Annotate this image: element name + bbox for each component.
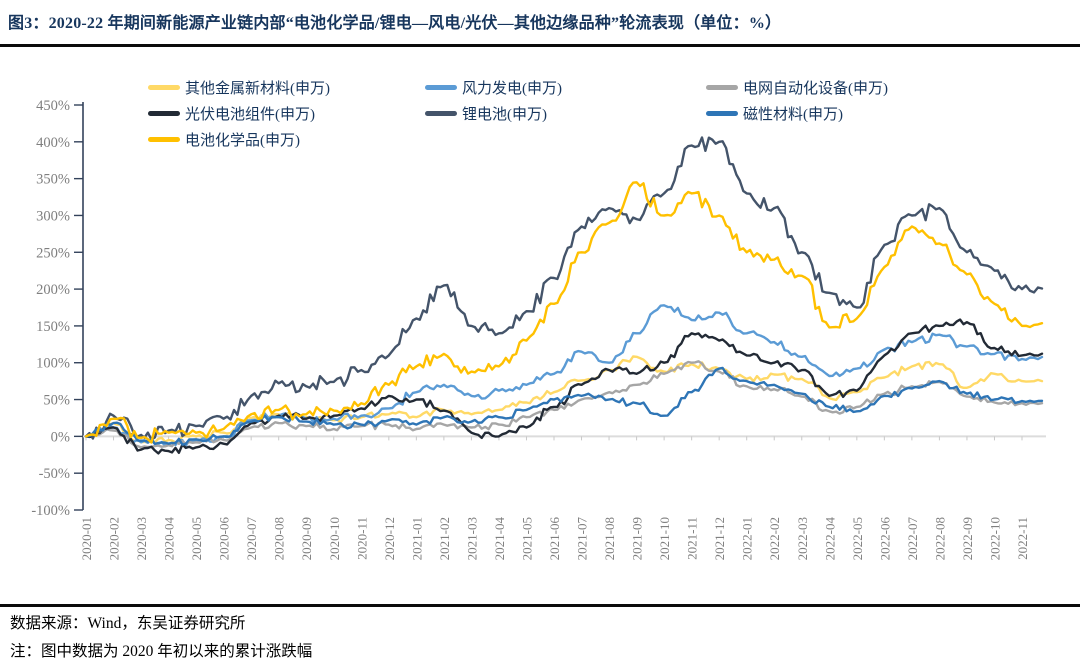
data-source: 数据来源：Wind，东吴证券研究所 xyxy=(10,615,246,632)
legend-item-magnetic-materials: 磁性材料(申万) xyxy=(706,102,1006,125)
x-tick-label: 2020-11 xyxy=(354,517,369,560)
figure-title: 图3：2020-22 年期间新能源产业链内部“电池化学品/锂电—风电/光伏—其他… xyxy=(8,15,782,32)
series-line-magnetic-materials xyxy=(84,366,1044,446)
x-tick-label: 2021-04 xyxy=(492,517,507,561)
series-line-lithium-battery xyxy=(84,136,1044,441)
x-tick-label: 2020-01 xyxy=(79,517,94,560)
legend-label: 电池化学品(申万) xyxy=(185,133,300,149)
legend-item-wind-power: 风力发电(申万) xyxy=(425,76,706,99)
x-tick-label: 2022-03 xyxy=(795,517,810,560)
legend-swatch xyxy=(706,111,738,116)
series-line-pv-cell-module xyxy=(84,318,1044,455)
chart-area: 450% 400% 350% 300% 250% 200% 150% 100% 50% 0% -50… xyxy=(0,50,1080,604)
x-tick-label: 2020-02 xyxy=(107,517,122,560)
y-tick-label: 250% xyxy=(36,245,70,261)
series-line-battery-chemicals xyxy=(84,181,1044,444)
x-tick-label: 2021-09 xyxy=(630,517,645,560)
x-tick-label: 2022-06 xyxy=(877,517,892,561)
x-tick-label: 2021-08 xyxy=(602,517,617,560)
y-tick-label: 300% xyxy=(36,208,70,224)
legend-swatch xyxy=(148,111,180,116)
y-tick-label: 450% xyxy=(36,98,70,114)
legend-swatch xyxy=(425,85,457,90)
legend-swatch xyxy=(148,85,180,90)
x-tick-label: 2021-02 xyxy=(437,517,452,560)
title-divider xyxy=(0,44,1080,47)
y-tick-label: -50% xyxy=(39,466,70,482)
x-tick-label: 2021-12 xyxy=(712,517,727,560)
x-tick-label: 2020-07 xyxy=(244,517,259,561)
series-lines xyxy=(84,136,1044,455)
legend-label: 锂电池(申万) xyxy=(462,107,547,123)
x-tick-label: 2022-04 xyxy=(822,517,837,561)
x-tick-label: 2020-09 xyxy=(299,517,314,560)
y-tick-label: 400% xyxy=(36,135,70,151)
x-tick-label: 2020-03 xyxy=(134,517,149,560)
x-tick-label: 2020-05 xyxy=(189,517,204,560)
x-tick-label: 2020-04 xyxy=(162,517,177,561)
legend-item-other-metal-new-materials: 其他金属新材料(申万) xyxy=(148,76,425,99)
x-tick-label: 2021-06 xyxy=(547,517,562,561)
legend-swatch xyxy=(148,137,180,142)
series-line-grid-automation-equipment xyxy=(84,360,1044,449)
x-tick-label: 2020-12 xyxy=(382,517,397,560)
legend-label: 光伏电池组件(申万) xyxy=(185,107,315,123)
y-tick-label: 150% xyxy=(36,319,70,335)
x-axis: 2020-01 2020-02 2020-03 2020-04 2020-05 2020-… xyxy=(79,435,1046,561)
x-tick-label: 2022-07 xyxy=(905,517,920,561)
legend-item-pv-cell-module: 光伏电池组件(申万) xyxy=(148,102,425,125)
x-tick-label: 2021-05 xyxy=(519,517,534,560)
legend-item-battery-chemicals: 电池化学品(申万) xyxy=(148,128,425,151)
y-tick-label: 50% xyxy=(43,393,70,409)
x-tick-label: 2022-11 xyxy=(1015,517,1030,560)
legend-item-lithium-battery: 锂电池(申万) xyxy=(425,102,706,125)
x-tick-label: 2021-10 xyxy=(657,517,672,560)
x-tick-label: 2021-01 xyxy=(409,517,424,560)
cumulative-return-line-chart: 450% 400% 350% 300% 250% 200% 150% 100% 50% 0% -50… xyxy=(31,98,1046,561)
y-tick-label: 350% xyxy=(36,172,70,188)
y-tick-label: 0% xyxy=(51,429,70,445)
x-tick-label: 2020-10 xyxy=(327,517,342,560)
chart-legend: 其他金属新材料(申万) 风力发电(申万) 电网自动化设备(申万) 光伏电池组件(申万)… xyxy=(148,76,1006,151)
footer-divider xyxy=(0,604,1080,607)
legend-label: 其他金属新材料(申万) xyxy=(185,81,330,97)
x-tick-label: 2022-05 xyxy=(850,517,865,560)
y-tick-label: 100% xyxy=(36,356,70,372)
figure-note: 注：图中数据为 2020 年初以来的累计涨跌幅 xyxy=(10,643,313,660)
x-tick-label: 2022-10 xyxy=(987,517,1002,560)
x-tick-label: 2021-11 xyxy=(685,517,700,560)
y-tick-label: 200% xyxy=(36,282,70,298)
legend-swatch xyxy=(425,111,457,116)
x-tick-label: 2022-01 xyxy=(740,517,755,560)
x-tick-label: 2022-02 xyxy=(767,517,782,560)
legend-label: 风力发电(申万) xyxy=(462,81,562,97)
y-axis: 450% 400% 350% 300% 250% 200% 150% 100% 50% 0% -50… xyxy=(31,98,84,519)
legend-item-grid-automation-equipment: 电网自动化设备(申万) xyxy=(706,76,1006,99)
x-tick-label: 2021-07 xyxy=(575,517,590,561)
legend-swatch xyxy=(706,85,738,90)
legend-label: 电网自动化设备(申万) xyxy=(743,81,888,97)
y-tick-label: -100% xyxy=(31,503,70,519)
x-tick-label: 2020-08 xyxy=(272,517,287,560)
x-tick-label: 2022-08 xyxy=(932,517,947,560)
x-tick-label: 2022-09 xyxy=(960,517,975,560)
x-tick-label: 2020-06 xyxy=(217,517,232,561)
x-tick-label: 2021-03 xyxy=(464,517,479,560)
legend-label: 磁性材料(申万) xyxy=(743,107,843,123)
